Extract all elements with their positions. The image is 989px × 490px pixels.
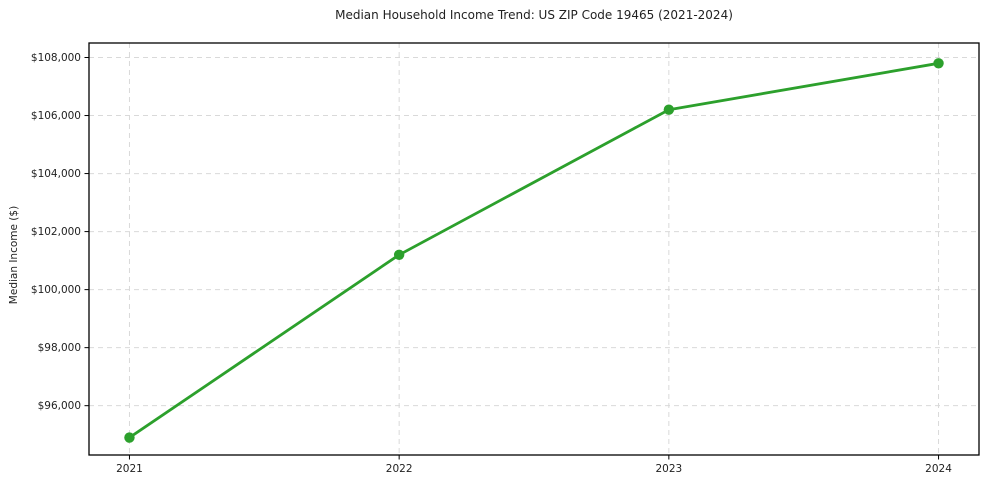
x-tick-label: 2021 (116, 463, 143, 475)
x-tick-label: 2024 (925, 463, 952, 475)
y-tick-label: $100,000 (31, 284, 81, 296)
y-tick-label: $108,000 (31, 52, 81, 64)
y-tick-label: $98,000 (38, 342, 81, 354)
data-point-2023 (663, 104, 675, 115)
y-tick-label: $104,000 (31, 168, 81, 180)
y-tick-label: $96,000 (38, 400, 81, 412)
y-tick-label: $106,000 (31, 110, 81, 122)
data-point-2022 (393, 249, 405, 261)
data-point-2021 (124, 432, 135, 443)
plot-border (88, 42, 980, 456)
y-tick-label: $102,000 (31, 226, 81, 238)
chart-title: Median Household Income Trend: US ZIP Co… (335, 8, 733, 22)
x-tick-label: 2023 (655, 463, 682, 475)
x-tick-label: 2022 (386, 463, 413, 475)
data-point-2024 (933, 58, 944, 69)
trend-line (128, 61, 940, 439)
